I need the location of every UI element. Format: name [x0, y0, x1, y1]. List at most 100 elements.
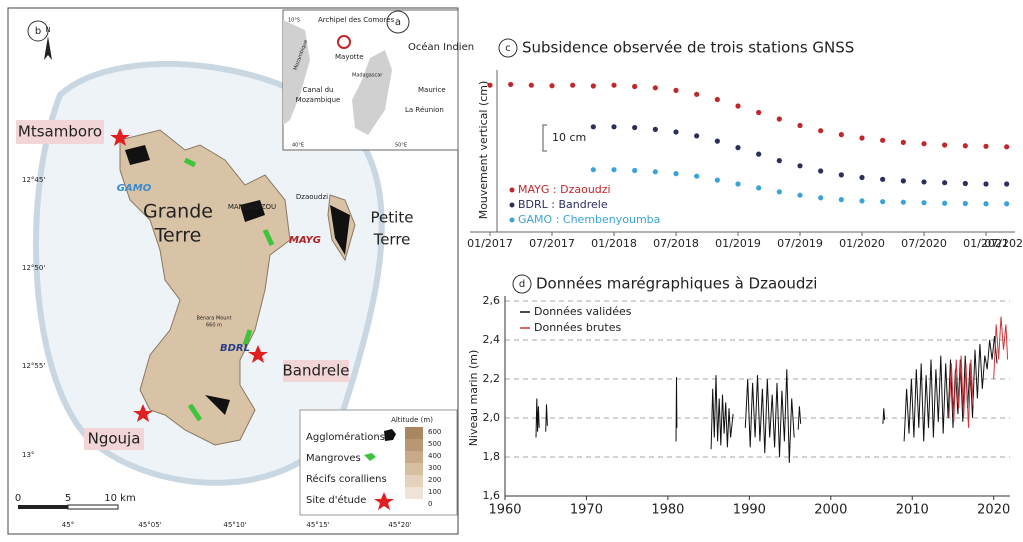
place-box — [283, 360, 349, 382]
data-point — [818, 195, 824, 201]
swatch — [405, 427, 423, 439]
y-tick-label: 2,4 — [483, 333, 501, 346]
swatch — [405, 439, 423, 451]
data-point — [818, 128, 824, 134]
legend-label: GAMO : Chembenyoumba — [518, 213, 660, 226]
legend-item: Récifs coralliens — [306, 473, 387, 485]
data-point — [983, 143, 989, 149]
data-point — [797, 122, 803, 129]
data-point — [673, 171, 679, 177]
data-point — [838, 132, 844, 138]
site-star — [133, 404, 153, 422]
latitude: 13° — [22, 451, 34, 459]
place: Terre — [373, 231, 411, 249]
data-point — [632, 83, 638, 90]
x-tick-label: 1990 — [733, 503, 766, 518]
latitude: 12°55' — [22, 362, 45, 370]
legend-item: Site d'étude — [306, 494, 366, 506]
panel-badge — [512, 274, 532, 294]
data-point — [694, 173, 700, 179]
inset-land — [283, 20, 310, 125]
data-point — [921, 141, 927, 147]
place: Bénara Mount — [196, 315, 231, 322]
swatch — [405, 451, 423, 463]
data-point — [611, 124, 617, 130]
legend-item: Agglomérations — [306, 431, 385, 443]
altitude-level: 600 — [428, 428, 441, 436]
x-tick-label: 07/2020 — [901, 237, 947, 250]
altitude-level: 0 — [428, 500, 432, 508]
data-point — [962, 200, 968, 207]
data-line — [948, 316, 1009, 428]
data-point — [735, 103, 741, 109]
longitude: 45° — [62, 521, 74, 529]
data-point — [735, 181, 741, 187]
legend-symbol — [364, 453, 376, 461]
place-box — [16, 120, 104, 144]
swatch — [405, 475, 423, 487]
data-point — [570, 82, 576, 88]
data-point — [694, 91, 700, 97]
data-point — [549, 83, 555, 89]
place-box — [84, 428, 144, 450]
y-axis-label: Mouvement vertical (cm) — [477, 81, 490, 220]
charts: c Subsidence observée de trois stations G… — [467, 38, 1023, 518]
panel-badge — [27, 20, 49, 42]
x-tick-label: 2010 — [896, 503, 929, 518]
data-point — [652, 169, 658, 175]
longitude: 45°20' — [388, 521, 411, 529]
data-point — [694, 133, 700, 139]
scale-bar — [542, 124, 547, 152]
inset-label: Mozambique — [296, 96, 341, 104]
scale-label: 0 — [15, 493, 21, 504]
x-tick-label: 1980 — [651, 503, 684, 518]
data-point — [487, 82, 493, 88]
site-star — [248, 345, 268, 363]
x-tick-label: 1960 — [488, 503, 521, 518]
x-tick-label: 1970 — [570, 503, 603, 518]
y-tick-label: 1,8 — [483, 450, 501, 463]
data-point — [900, 199, 906, 205]
altitude-level: 200 — [428, 476, 441, 484]
altitude-scale — [405, 427, 423, 499]
data-point — [632, 167, 638, 174]
data-point — [921, 179, 927, 185]
x-tick-label: 01/2020 — [839, 237, 885, 250]
data-point — [1004, 201, 1010, 207]
station: GAMO — [117, 183, 152, 194]
place: 660 m — [206, 323, 222, 329]
site-star — [110, 128, 130, 146]
x-tick-label: 01/2017 — [467, 237, 513, 250]
panel-label: d — [519, 279, 525, 290]
data-point — [983, 201, 989, 207]
data-point — [673, 87, 679, 93]
data-point — [776, 189, 782, 195]
data-point — [756, 109, 762, 116]
data-point — [942, 180, 948, 186]
altitude-level: 400 — [428, 452, 441, 460]
longitude: 45°05' — [138, 521, 161, 529]
inset-label: 10°S — [288, 18, 300, 24]
inset-label: Madagascar — [352, 73, 383, 79]
panel-label: c — [505, 43, 511, 54]
station: MAYG — [289, 235, 321, 246]
x-tick-label: 07/202 — [984, 237, 1023, 250]
data-point — [673, 129, 679, 135]
data-point — [900, 139, 906, 145]
north-label: N — [45, 26, 50, 34]
y-tick-label: 1,6 — [483, 489, 501, 502]
legend-symbol — [374, 492, 394, 510]
x-tick-label: 2020 — [977, 503, 1010, 518]
data-point — [632, 124, 638, 131]
place: Dzaoudzi — [296, 193, 328, 201]
data-point — [838, 172, 844, 178]
panel-badge — [386, 10, 410, 34]
legend-marker — [509, 202, 515, 208]
legend-item: Mangroves — [306, 453, 361, 464]
mayotte-marker — [337, 35, 351, 49]
data-point — [611, 167, 617, 173]
data-point — [921, 200, 927, 206]
data-point — [528, 82, 534, 88]
inset-label: La Réunion — [405, 106, 444, 114]
